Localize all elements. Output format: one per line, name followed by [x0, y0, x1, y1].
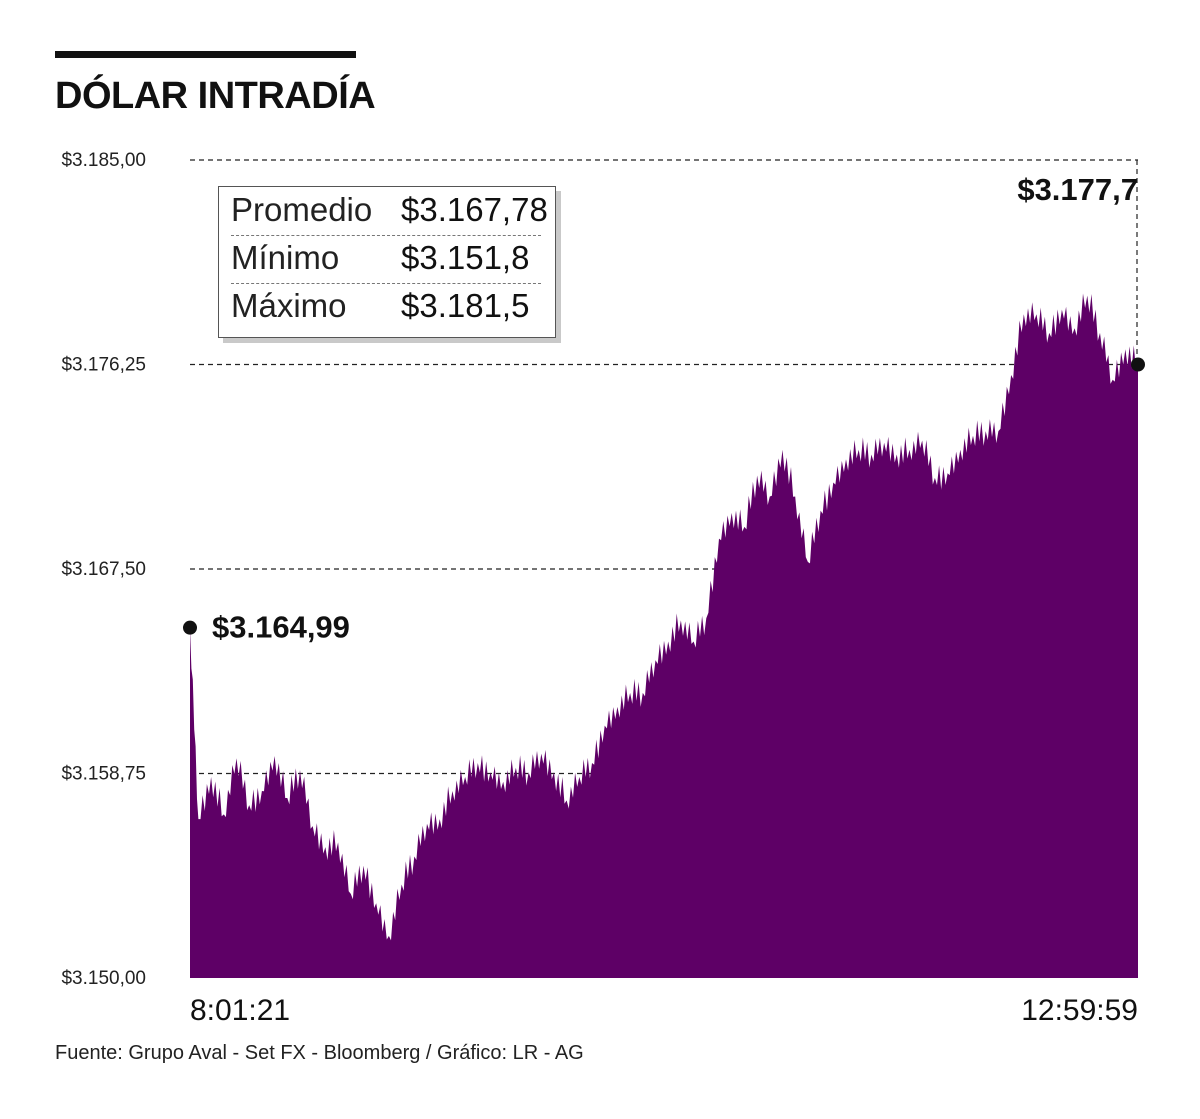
end-point [1131, 357, 1145, 372]
annotations: $3.164,99 $3.177,7 [183, 172, 1145, 645]
chart-title: DÓLAR INTRADÍA [55, 75, 376, 117]
source-note: Fuente: Grupo Aval - Set FX - Bloomberg … [55, 1042, 584, 1064]
price-area [190, 293, 1138, 978]
stat-value: $3.167,78 [401, 191, 548, 228]
grid-layer [190, 159, 1138, 775]
stat-label: Promedio [231, 191, 373, 228]
stat-label: Mínimo [231, 239, 340, 276]
start-value-label: $3.164,99 [212, 610, 350, 645]
x-tick-label: 8:01:21 [190, 994, 290, 1027]
y-tick-label: $3.158,75 [61, 764, 146, 785]
stat-divider [231, 283, 541, 284]
y-tick-label: $3.150,00 [61, 968, 146, 989]
stats-box: Promedio $3.167,78 Mínimo $3.151,8 Máxim… [218, 186, 556, 338]
y-tick-label: $3.185,00 [61, 150, 146, 171]
y-tick-label: $3.167,50 [61, 559, 146, 580]
title-bar [55, 51, 356, 58]
stat-row-promedio: Promedio $3.167,78 [231, 187, 548, 235]
start-point [183, 620, 197, 635]
y-tick-label: $3.176,25 [61, 355, 146, 376]
end-value-label: $3.177,7 [1017, 172, 1138, 207]
stat-label: Máximo [231, 287, 347, 324]
x-tick-label: 12:59:59 [1021, 994, 1138, 1027]
stat-row-maximo: Máximo $3.181,5 [231, 283, 543, 331]
stat-row-minimo: Mínimo $3.151,8 [231, 235, 543, 283]
y-axis: $3.150,00 $3.158,75 $3.167,50 $3.176,25 $3.1… [61, 150, 146, 989]
stat-divider [231, 235, 541, 236]
x-axis: 8:01:21 12:59:59 [190, 994, 1138, 1027]
stat-value: $3.181,5 [401, 287, 530, 324]
stat-value: $3.151,8 [401, 239, 530, 276]
